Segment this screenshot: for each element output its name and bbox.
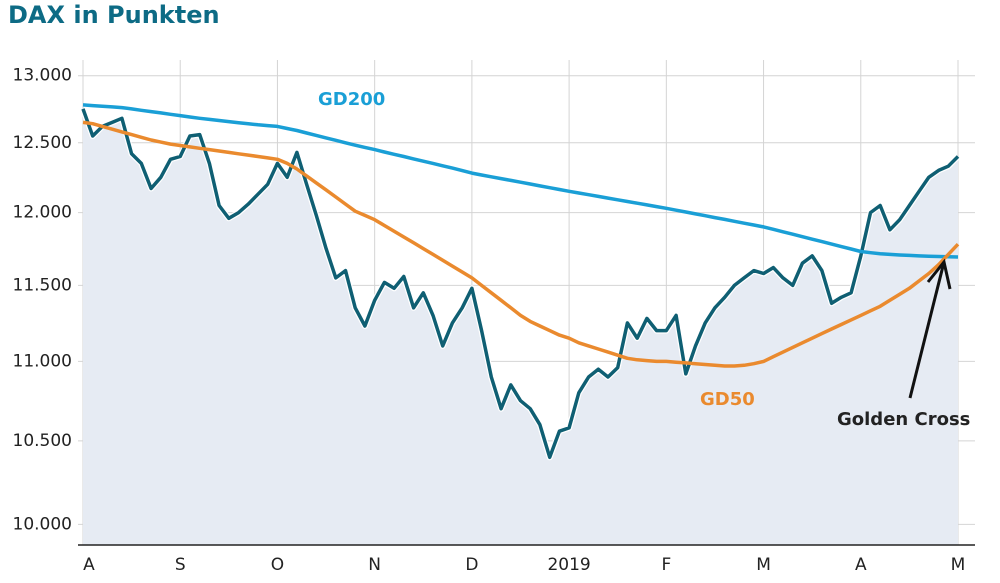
line [81,108,960,460]
y-tick-label: 10.000 [13,514,72,534]
x-tick-label: A [855,555,867,575]
x-tick-label: S [175,555,186,575]
x-tick-label: M [756,555,771,575]
y-tick-label: 11.500 [13,275,72,295]
y-tick-label: 10.500 [13,431,72,451]
x-tick-label: O [271,555,284,575]
x-tick-label: M [951,555,966,575]
x-tick-label: A [83,555,95,575]
annotation: Golden Cross [837,409,970,430]
series-label: GD200 [318,89,385,110]
x-tick-label: 2019 [547,555,590,575]
line [82,103,959,259]
y-tick-label: 11.000 [13,351,72,371]
area [83,108,958,546]
annotation-arrowhead [926,258,952,290]
x-tick-label: N [368,555,381,575]
y-tick-label: 13.000 [13,66,72,86]
y-tick-label: 12.000 [13,203,72,223]
chart-title: DAX in Punkten [8,1,220,29]
y-tick-label: 12.500 [13,133,72,153]
x-tick-label: D [465,555,478,575]
x-tick-label: F [661,555,671,575]
annotation-arrow [908,261,946,399]
series-label: GD50 [700,389,755,410]
line [82,120,960,368]
